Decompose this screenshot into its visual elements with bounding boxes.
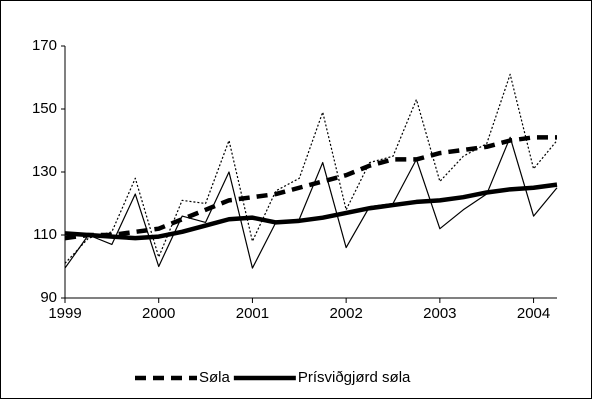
- series-line: [64, 135, 557, 241]
- y-tick-label: 150: [32, 100, 57, 117]
- x-tick-label: 2002: [329, 305, 362, 322]
- y-tick-label: 130: [32, 163, 57, 180]
- series-line: [64, 73, 558, 264]
- x-tick-label: 2001: [236, 305, 269, 322]
- y-tick-label: 110: [33, 226, 57, 243]
- x-tick-label: 2000: [142, 305, 175, 322]
- y-tick-label: 90: [40, 289, 57, 306]
- x-tick-label: 2003: [423, 305, 456, 322]
- legend-label: Søla: [199, 369, 231, 386]
- x-tick-label: 2004: [517, 305, 550, 322]
- y-tick-label: 170: [32, 37, 57, 54]
- legend-label: Prísviðgjørd søla: [298, 369, 411, 386]
- series-line: [64, 182, 558, 241]
- x-tick-label: 1999: [48, 305, 81, 322]
